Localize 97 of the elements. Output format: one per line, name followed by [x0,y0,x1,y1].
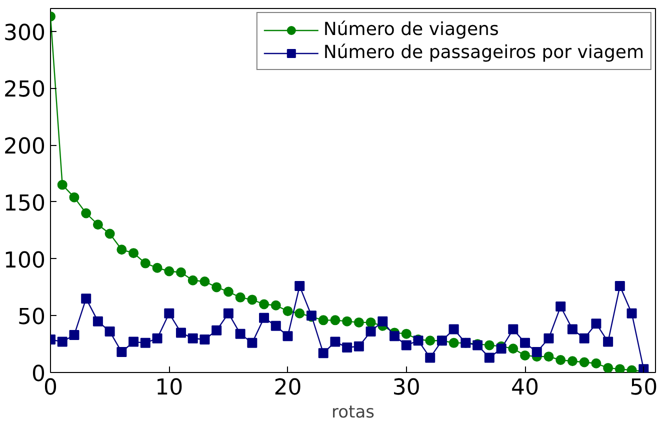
point [378,316,388,326]
point [614,364,625,372]
point [448,338,459,348]
point [176,328,186,338]
point [128,248,139,258]
point [318,348,328,358]
point [128,336,139,347]
point [294,281,305,292]
point [556,354,566,365]
point [425,336,436,346]
point [425,352,436,363]
point [176,267,186,278]
y-tick-label: 200 [4,134,46,160]
point [212,282,222,292]
point [591,318,602,329]
point [496,344,506,354]
x-tick-label: 50 [630,376,658,400]
point [200,276,210,286]
point [579,333,590,344]
point [484,352,494,363]
point [282,306,293,316]
point [401,328,412,339]
point [188,333,198,344]
point [247,294,258,305]
y-tick-label: 150 [4,191,46,216]
x-tick-label: 10 [155,376,184,400]
point [92,220,103,230]
point [567,324,578,334]
legend-label: Número de viagens [323,19,499,40]
point [330,336,340,347]
y-tick-label: 250 [4,78,46,103]
point [448,324,459,334]
point [116,244,127,255]
point [342,316,352,326]
point [152,333,162,344]
point [556,302,566,312]
point [247,338,258,348]
point [366,326,376,337]
point [164,308,174,318]
point [520,350,530,360]
y-tick-label: 50 [18,305,46,330]
point [57,336,68,347]
point [164,266,174,276]
point [390,331,400,342]
point [282,331,293,342]
point [579,357,590,368]
point [354,317,364,328]
point [603,336,614,347]
point [532,347,542,358]
point [140,338,150,348]
point [104,228,115,239]
x-axis-title: rotas [332,402,375,422]
point [330,315,340,326]
point [484,340,494,350]
point [116,347,127,358]
point [567,356,578,366]
point [57,180,68,190]
point [544,352,554,362]
point [200,334,210,345]
point [104,326,115,337]
point [342,342,352,352]
point [69,330,80,340]
point [354,341,364,352]
point [69,192,80,202]
point [591,358,602,368]
point [401,340,412,350]
point [520,338,530,348]
point [212,325,222,336]
legend-label: Número de passageiros por viagem [323,42,644,63]
point [508,324,518,334]
point [626,308,637,318]
point [140,258,150,268]
point [614,281,625,292]
point [81,208,92,218]
point [188,275,198,286]
point [508,344,518,354]
x-tick-label: 40 [511,376,540,400]
point [318,315,328,326]
x-tick-label: 20 [274,376,302,400]
point [259,299,270,310]
point [366,317,376,328]
point [603,362,614,372]
point [270,300,281,310]
point [223,308,234,318]
point [259,312,270,323]
point [235,292,246,302]
y-tick-label: 100 [4,248,46,274]
point [544,333,554,344]
point [152,262,162,273]
point [294,308,305,318]
point [92,316,103,326]
point [270,320,281,331]
point [235,328,246,339]
point [223,286,234,297]
x-tick-label: 30 [392,376,420,400]
point [81,294,92,304]
y-tick-label: 300 [4,20,46,46]
